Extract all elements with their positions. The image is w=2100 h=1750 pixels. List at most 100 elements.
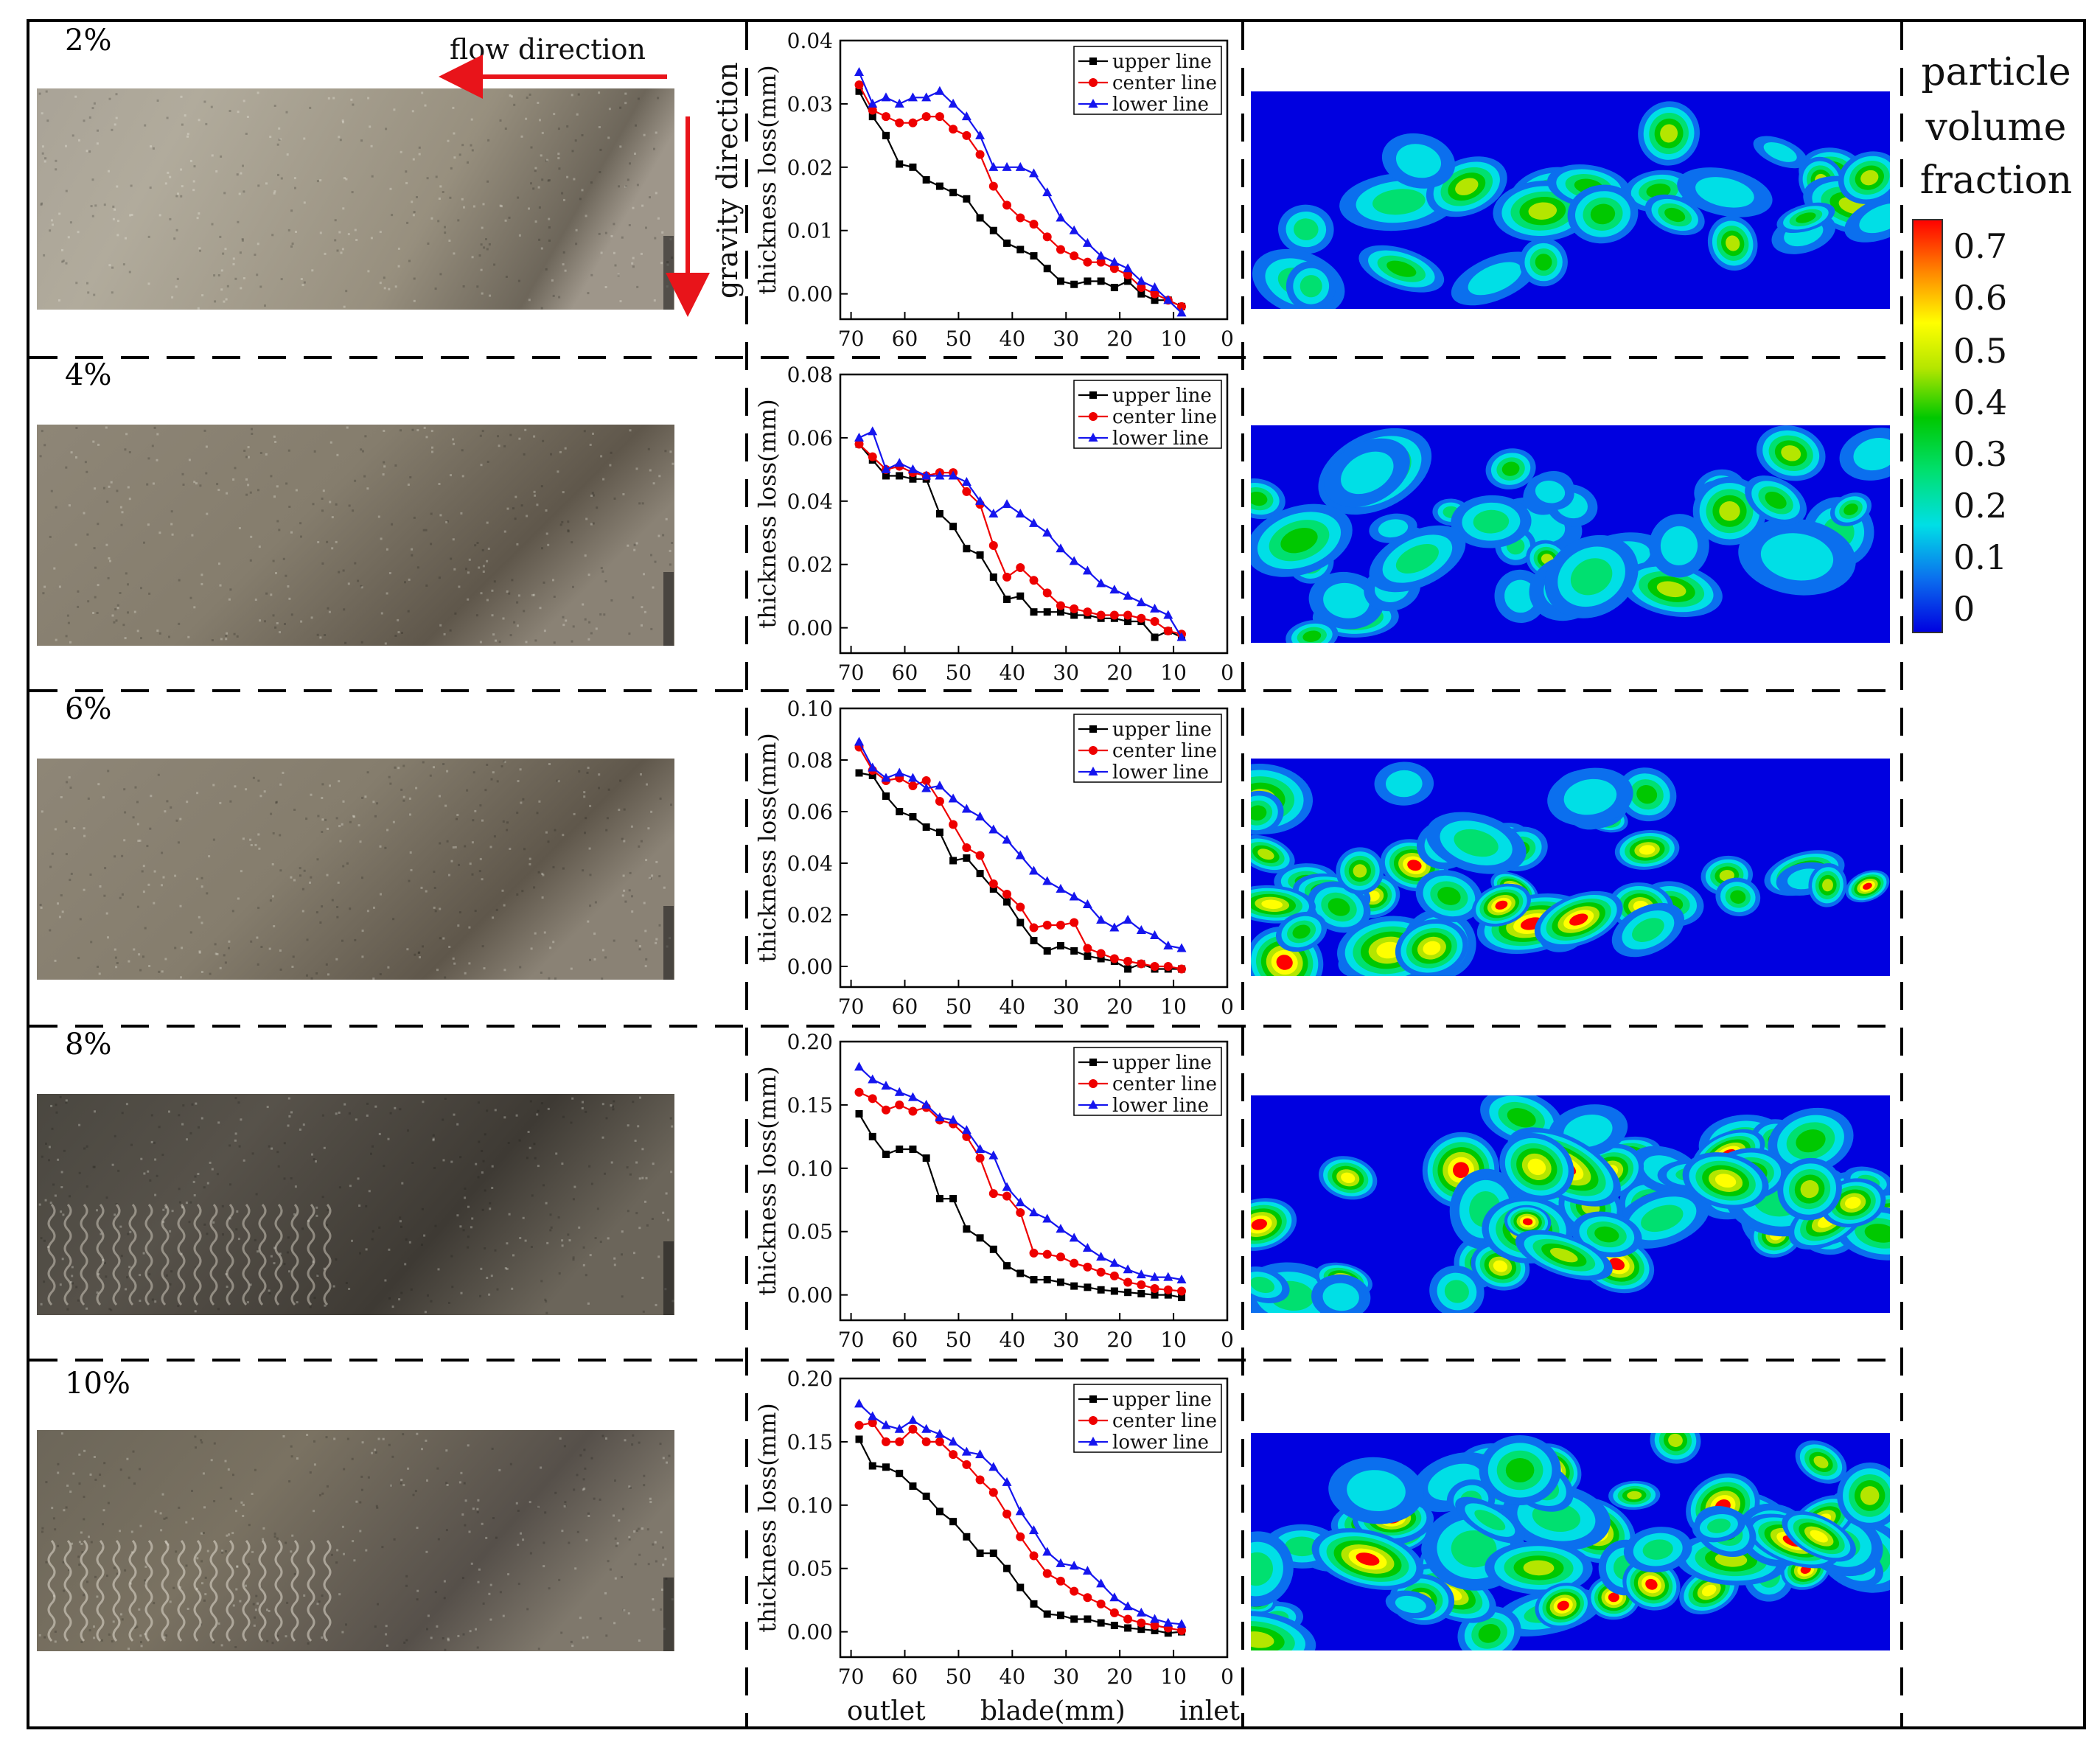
chart-point-s0-9 [976,214,984,222]
chart-point-s0-16 [1070,947,1078,955]
chart-point-s0-8 [963,545,971,553]
chart-point-s0-3 [896,1469,904,1477]
chart-point-s1-19 [1109,610,1119,620]
x-tick-label: 0 [1221,660,1234,685]
concentration-label-3: 6% [65,692,111,726]
x-tick-label: 50 [946,1664,972,1689]
chart-point-s2-0 [854,1061,865,1071]
x-tick-label: 20 [1106,1328,1133,1352]
colorbar-title-line-2: volume [1925,105,2067,150]
chart-point-s0-12 [1016,918,1025,927]
chart-point-s2-1 [868,1411,878,1420]
chart-point-s0-8 [963,854,971,862]
chart-point-s0-14 [1043,608,1051,616]
y-axis-label: thickness loss(mm) [753,733,781,963]
legend-entry: center line [1112,72,1217,94]
chart-point-s2-9 [975,495,986,505]
chart-point-s2-6 [935,781,945,789]
contour-map-5 [1251,1433,1890,1650]
x-tick-label: 40 [1000,1664,1026,1689]
blade-axis-label: blade(mm) [980,1696,1126,1726]
chart-point-s0-11 [1003,1262,1011,1270]
contour-map-1 [1251,91,1890,309]
chart-point-s0-11 [1003,239,1011,247]
chart-point-s2-16 [1069,225,1079,234]
chart-point-s0-18 [1097,1619,1105,1627]
chart-point-s1-16 [1070,1258,1079,1268]
chart-point-s1-2 [881,1437,890,1446]
chart-point-s0-5 [922,1154,930,1162]
chart-point-s2-12 [1015,850,1025,860]
chart-point-s2-18 [1096,915,1106,924]
chart-point-s2-15 [1056,1224,1066,1233]
chart-point-s2-5 [921,1099,932,1109]
chart-point-s0-14 [1043,947,1051,955]
chart-point-s0-15 [1056,1278,1064,1286]
chart-point-s0-22 [1151,1291,1159,1299]
chart-point-s2-5 [921,92,932,102]
legend-entry: lower line [1112,1095,1209,1117]
chart-point-s0-legend [1089,1395,1097,1403]
concentration-label-5: 10% [65,1367,130,1401]
x-tick-label: 40 [1000,327,1026,351]
chart-point-s0-4 [909,475,917,483]
legend-entry: upper line [1112,1052,1212,1074]
y-tick-label: 0.05 [787,1220,833,1244]
chart-point-s2-17 [1082,899,1092,908]
chart-point-s1-20 [1123,610,1133,620]
chart-point-s2-8 [961,1125,971,1134]
chart-point-s1-9 [975,1475,985,1485]
chart-point-s0-10 [989,1245,997,1253]
chart-point-s1-13 [1029,220,1039,229]
chart-point-s0-8 [963,1533,971,1541]
chart-point-s1-18 [1096,1267,1106,1277]
chart-point-s2-18 [1096,1252,1106,1261]
chart-point-s1-17 [1083,257,1092,267]
chart-point-s0-7 [949,1518,957,1526]
chart-point-s2-8 [961,111,971,121]
x-tick-label: 70 [838,327,865,351]
y-axis-label: thickness loss(mm) [753,1066,781,1296]
chart-point-s2-23 [1163,1272,1173,1281]
chart-point-s2-19 [1109,1258,1120,1267]
chart-point-s2-4 [907,773,918,782]
chart-point-s1-18 [1096,257,1106,267]
chart-point-s1-7 [949,125,958,134]
chart-point-s2-legend [1088,1437,1098,1446]
chart-point-s2-24 [1176,943,1187,952]
chart-point-s1-24 [1177,301,1187,311]
x-tick-label: 20 [1106,994,1133,1019]
outlet-label: outlet [847,1696,926,1726]
row-dividers [29,356,1902,1362]
chart-point-s2-7 [948,793,958,803]
chart-point-s0-9 [976,1234,984,1242]
chart-point-s1-21 [1137,613,1146,623]
colorbar-tick-label: 0.2 [1953,486,2007,526]
chart-point-s0-17 [1084,952,1092,960]
chart-point-s1-1 [868,452,877,461]
chart-point-s0-10 [989,1549,997,1558]
colorbar-tick-label: 0.3 [1953,434,2007,474]
chart-point-s2-3 [894,458,904,467]
chart-point-s0-23 [1164,1291,1172,1299]
chart-point-s2-13 [1029,1207,1039,1216]
chart-point-s1-10 [988,879,998,888]
chart-point-s2-16 [1069,1233,1079,1242]
chart-point-s1-12 [1016,563,1025,573]
chart-point-s1-0 [854,439,864,449]
chart-point-s2-22 [1150,930,1160,939]
chart-point-s1-24 [1177,1286,1187,1296]
chart-point-s0-18 [1097,955,1105,963]
chart-point-s0-12 [1016,1269,1025,1277]
chart-point-s0-0 [855,1435,863,1443]
chart-point-s1-10 [988,181,998,191]
chart-point-s1-11 [1002,890,1012,899]
chart-point-s2-5 [921,783,932,792]
concentration-label-4: 8% [65,1028,111,1061]
chart-point-s2-7 [948,98,958,108]
chart-point-s0-17 [1084,277,1092,285]
chart-point-s0-12 [1016,1583,1025,1592]
chart-point-s0-14 [1043,265,1051,273]
colorbar-tick-label: 0.5 [1953,331,2007,371]
chart-point-s2-legend [1088,433,1098,442]
